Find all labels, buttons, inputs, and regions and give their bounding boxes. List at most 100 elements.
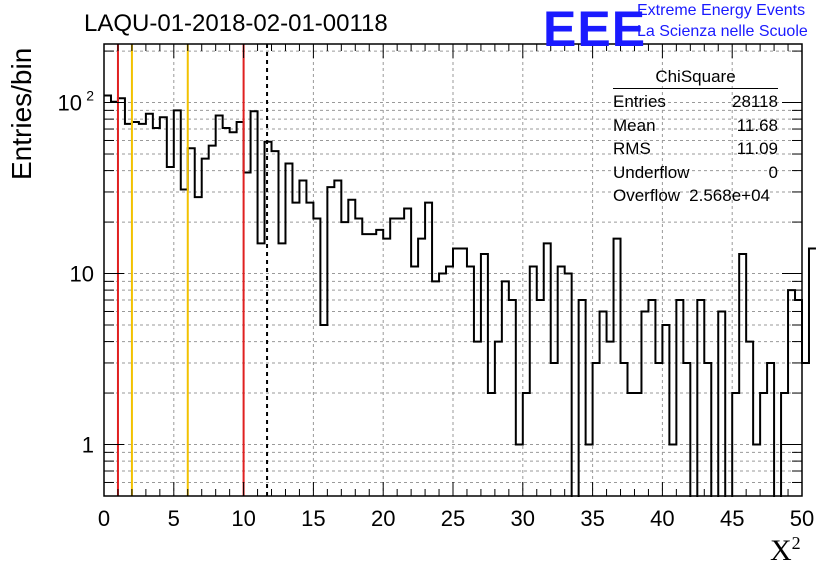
axis-mask [103, 497, 803, 517]
histogram-bin [460, 249, 467, 496]
stats-label: Overflow [613, 186, 681, 205]
histogram-bin [320, 325, 327, 496]
histogram-bin [746, 342, 753, 496]
stats-label: Entries [613, 92, 666, 111]
histogram-bin [139, 124, 146, 496]
histogram-bin [279, 243, 286, 496]
histogram-bin [600, 311, 607, 496]
histogram-bin [341, 222, 348, 496]
histogram-bin [181, 190, 188, 496]
stats-title: ChiSquare [613, 67, 778, 89]
y-tick-label-sup: 2 [86, 88, 94, 104]
histogram-bin [467, 266, 474, 496]
histogram-bin [676, 300, 683, 496]
eee-logo: EEE [543, 1, 647, 57]
histogram-bin [446, 266, 453, 496]
histogram-bin [348, 200, 355, 496]
histogram-bin [509, 300, 516, 496]
x-tick-label: 15 [301, 506, 325, 531]
stats-value: 0 [768, 162, 778, 182]
histogram-bin [313, 218, 320, 496]
histogram-bin [516, 445, 523, 496]
histogram-bin [383, 239, 390, 496]
histogram-bin [397, 218, 404, 496]
stats-row-entries: Entries 28118 [613, 92, 778, 116]
histogram-bin [404, 209, 411, 496]
histogram-bin [306, 203, 313, 496]
histogram-bin [104, 95, 111, 496]
histogram-series [104, 94, 816, 499]
histogram-bin [230, 132, 237, 496]
x-tick-label: 30 [511, 506, 535, 531]
histogram-bin [188, 148, 195, 496]
histogram-bin [704, 363, 711, 496]
histogram-bin [299, 181, 306, 496]
histogram-bin [362, 234, 369, 496]
histogram-bin [565, 274, 572, 496]
stats-label: RMS [613, 139, 651, 158]
stats-value: 11.09 [736, 139, 778, 158]
histogram-bin [648, 300, 655, 496]
stats-row-rms: RMS 11.09 [613, 139, 778, 163]
x-axis-label: X2 [770, 533, 801, 568]
x-tick-label: 50 [790, 506, 814, 531]
histogram-bin [174, 110, 181, 496]
stats-box: ChiSquare Entries 28118 Mean 11.68 RMS 1… [613, 67, 778, 210]
histogram-bin [739, 254, 746, 496]
x-tick-label: 10 [231, 506, 255, 531]
x-tick-label: 45 [720, 506, 744, 531]
histogram-bin [530, 266, 537, 496]
histogram-bin [802, 363, 809, 496]
histogram-bin [118, 98, 125, 496]
histogram-bin [718, 311, 725, 496]
stats-value: 28118 [731, 92, 778, 111]
histogram-bin [132, 122, 139, 496]
histogram-bin [209, 146, 216, 496]
histogram-bin [439, 274, 446, 496]
histogram-bin [607, 342, 614, 496]
histogram-bin [376, 230, 383, 496]
histogram-bin [558, 266, 565, 496]
x-tick-label: 20 [371, 506, 395, 531]
histogram-bin [216, 115, 223, 496]
histogram-bin [111, 102, 118, 496]
histogram-bin [223, 128, 230, 496]
histogram-bin [202, 159, 209, 496]
histogram-bin [244, 172, 251, 496]
stats-label: Mean [613, 115, 656, 135]
x-tick-label: 0 [98, 506, 110, 531]
x-tick-label: 40 [650, 506, 674, 531]
stats-row-overflow: Overflow 2.568e+04 [613, 186, 778, 210]
histogram-bin [641, 311, 648, 496]
histogram-bin [167, 167, 174, 496]
x-axis-label-sup: 2 [791, 533, 801, 553]
stats-label: Underflow [613, 162, 690, 182]
stats-row-mean: Mean 11.68 [613, 116, 778, 140]
histogram-bin [586, 445, 593, 496]
logo-tagline-2: La Scienza nelle Scuole [637, 23, 808, 40]
histogram-bin [655, 363, 662, 496]
histogram-bin [369, 234, 376, 496]
x-tick-label: 35 [580, 506, 604, 531]
histogram-bin [153, 128, 160, 496]
histogram-bin [579, 300, 586, 496]
chart-title: LAQU-01-2018-02-01-00118 [84, 10, 388, 37]
histogram-bin [621, 363, 628, 496]
histogram-bin [418, 239, 425, 496]
histogram-bin [125, 124, 132, 496]
histogram-bin [411, 266, 418, 496]
y-tick-label: 10 [70, 262, 94, 287]
histogram-bin [551, 363, 558, 496]
x-tick-label: 5 [168, 506, 180, 531]
histogram-bin [662, 325, 669, 496]
histogram-bin [432, 281, 439, 496]
histogram-bin [146, 114, 153, 496]
histogram-bin [732, 393, 739, 496]
histogram-bin [237, 122, 244, 496]
y-tick-label: 1 [82, 433, 94, 458]
histogram-bin [334, 181, 341, 496]
logo-tagline-1: Extreme Energy Events [637, 2, 806, 19]
y-axis-label: Entries/bin [6, 47, 37, 180]
histogram-bin [683, 363, 690, 496]
stats-value: 2.568e+04 [689, 186, 770, 205]
